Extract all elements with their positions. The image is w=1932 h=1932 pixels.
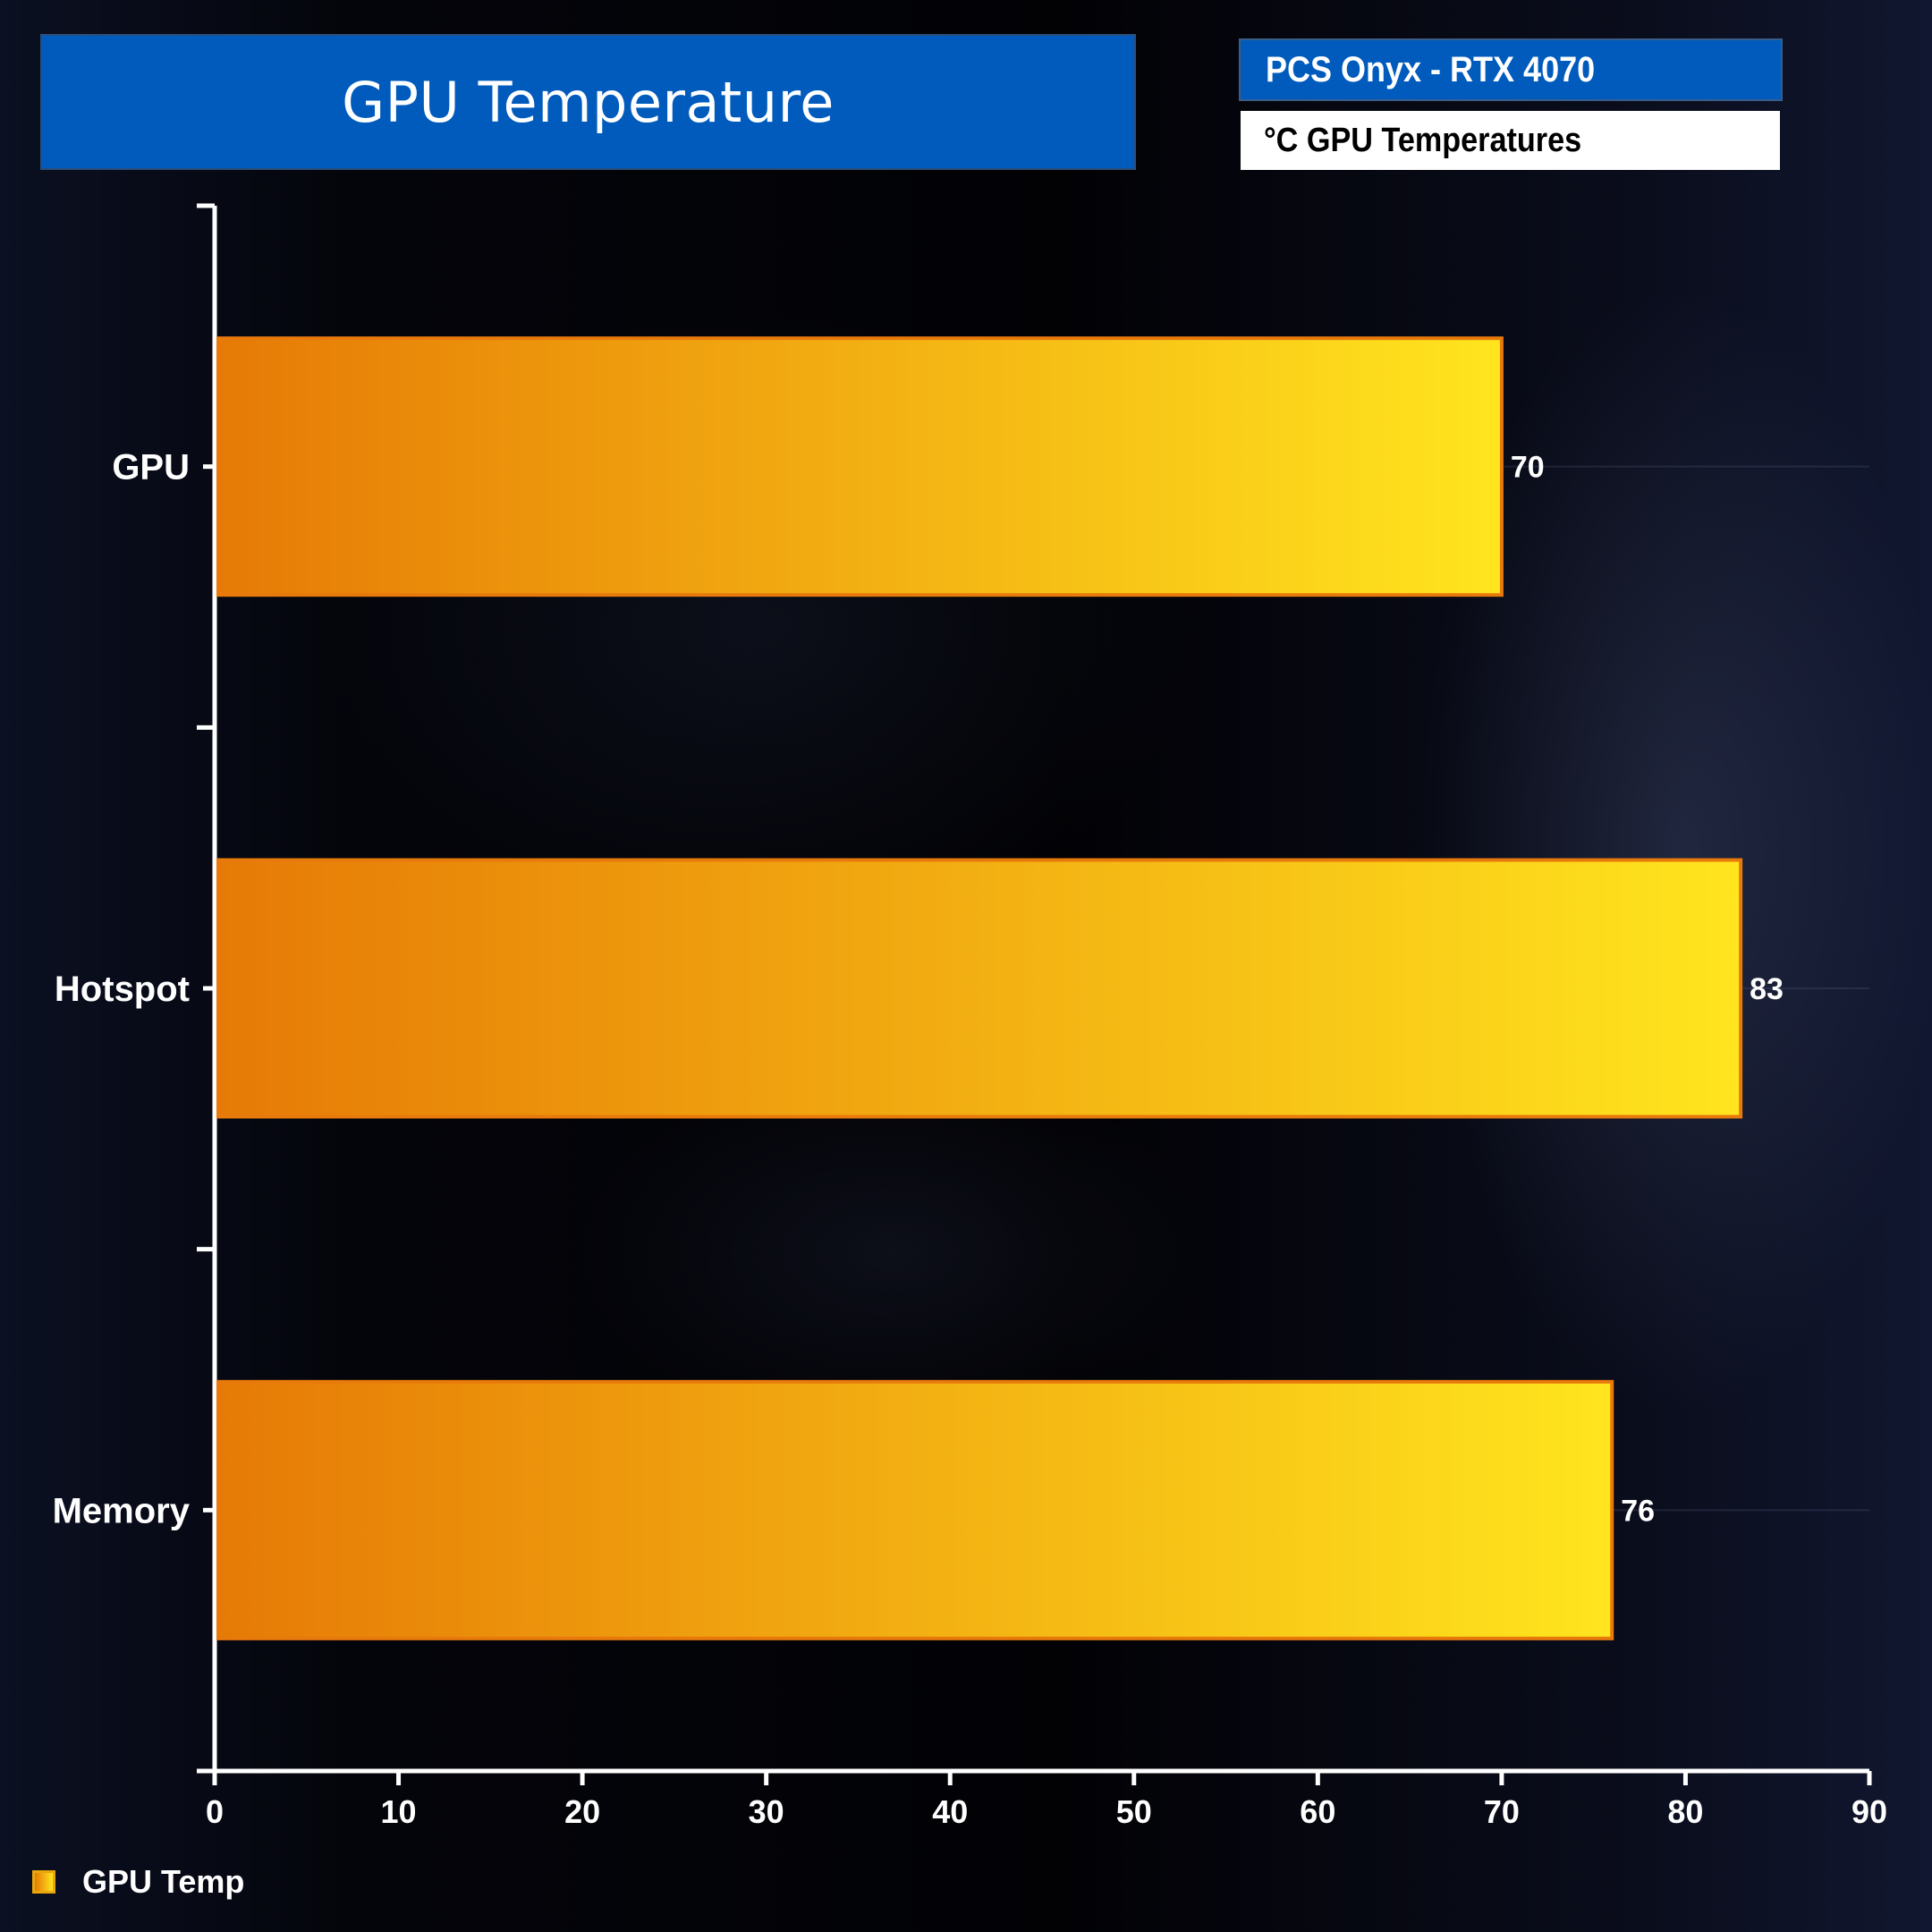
legend: GPU Temp (32, 1863, 244, 1901)
x-tick-label: 0 (206, 1793, 224, 1830)
category-label: Memory (53, 1491, 191, 1530)
x-tick-label: 30 (749, 1793, 784, 1830)
legend-label: GPU Temp (82, 1863, 245, 1900)
data-label: 70 (1511, 451, 1545, 485)
x-tick-label: 80 (1667, 1793, 1703, 1830)
metric-banner: °C GPU Temperatures (1241, 111, 1780, 170)
x-tick-label: 70 (1484, 1793, 1520, 1830)
product-banner: PCS Onyx - RTX 4070 (1239, 38, 1783, 101)
category-label: Hotspot (55, 970, 190, 1009)
x-tick-label: 40 (932, 1793, 968, 1830)
metric-name: °C GPU Temperatures (1264, 121, 1582, 159)
bar-memory (216, 1379, 1614, 1640)
x-tick-label: 60 (1300, 1793, 1335, 1830)
legend-swatch-icon (32, 1870, 55, 1894)
category-label: GPU (112, 448, 190, 487)
data-label: 76 (1621, 1494, 1655, 1528)
x-tick-label: 50 (1116, 1793, 1152, 1830)
bar-hotspot (216, 858, 1743, 1119)
x-tick-label: 90 (1852, 1793, 1887, 1830)
chart-title: GPU Temperature (342, 69, 835, 135)
x-tick-label: 20 (564, 1793, 600, 1830)
bar-gpu (216, 336, 1504, 597)
title-banner: GPU Temperature (40, 34, 1136, 170)
product-name: PCS Onyx - RTX 4070 (1266, 49, 1596, 89)
data-label: 83 (1750, 972, 1784, 1006)
x-tick-label: 10 (381, 1793, 417, 1830)
